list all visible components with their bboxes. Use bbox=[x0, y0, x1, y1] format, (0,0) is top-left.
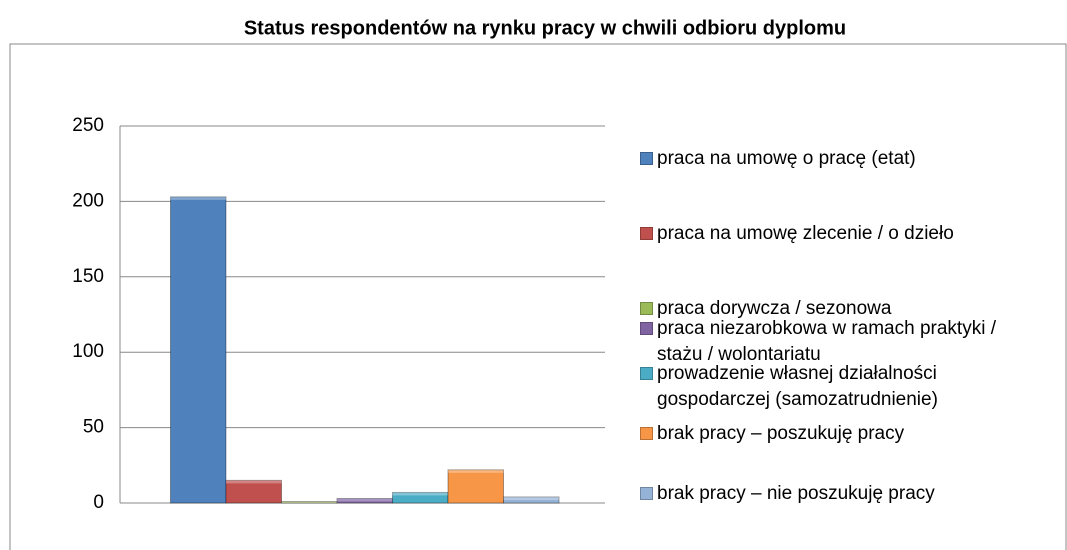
bar bbox=[447, 469, 504, 504]
legend-item: brak pracy – poszukuję pracy bbox=[640, 421, 1040, 447]
bar-top bbox=[392, 492, 448, 496]
legend-swatch bbox=[640, 227, 653, 240]
legend-label: praca na umowę zlecenie / o dzieło bbox=[657, 223, 954, 244]
y-tick-label: 100 bbox=[72, 341, 104, 362]
chart-frame bbox=[9, 43, 1067, 550]
legend-swatch bbox=[640, 487, 653, 500]
y-tick-label: 150 bbox=[72, 266, 104, 287]
legend-swatch bbox=[640, 152, 653, 165]
bar bbox=[170, 196, 227, 504]
legend-swatch bbox=[640, 302, 653, 315]
legend-label: praca niezarobkowa w ramach praktyki / s… bbox=[657, 318, 996, 365]
legend-swatch bbox=[640, 367, 653, 380]
bar-top bbox=[448, 469, 504, 473]
legend-item: praca dorywcza / sezonowa bbox=[640, 296, 1040, 322]
y-tick-label: 200 bbox=[72, 190, 104, 211]
legend-label: praca na umowę o pracę (etat) bbox=[657, 148, 916, 169]
bar-top bbox=[226, 480, 282, 484]
bar-top bbox=[170, 196, 226, 200]
bar-top bbox=[337, 498, 393, 502]
legend-item: praca na umowę zlecenie / o dzieło bbox=[640, 221, 1040, 247]
bar-top bbox=[281, 501, 337, 503]
bar-top bbox=[503, 496, 559, 500]
chart-title: Status respondentów na rynku pracy w chw… bbox=[244, 17, 846, 39]
y-tick-label: 50 bbox=[83, 417, 104, 438]
legend-item: brak pracy – nie poszukuję pracy bbox=[640, 481, 1040, 507]
y-tick-label: 0 bbox=[93, 492, 104, 513]
legend-label: prowadzenie własnej działalności gospoda… bbox=[657, 363, 938, 410]
bar bbox=[225, 479, 282, 504]
legend-label: praca dorywcza / sezonowa bbox=[657, 298, 892, 319]
legend-label: brak pracy – poszukuję pracy bbox=[657, 423, 905, 444]
y-tick-label: 250 bbox=[72, 115, 104, 136]
legend-label: brak pracy – nie poszukuję pracy bbox=[657, 483, 935, 504]
legend-swatch bbox=[640, 427, 653, 440]
legend-item: prowadzenie własnej działalności gospoda… bbox=[640, 361, 1040, 413]
legend-swatch bbox=[640, 322, 653, 335]
legend-item: praca na umowę o pracę (etat) bbox=[640, 146, 1040, 172]
bar bbox=[503, 496, 560, 504]
legend-item: praca niezarobkowa w ramach praktyki / s… bbox=[640, 316, 1040, 368]
